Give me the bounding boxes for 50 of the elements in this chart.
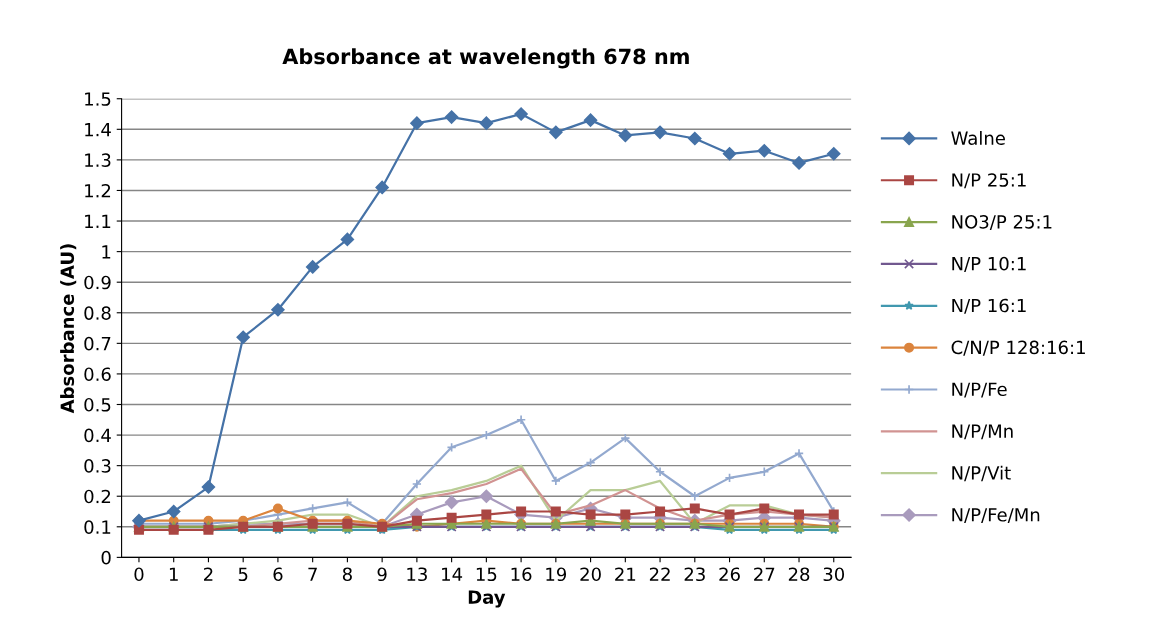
y-tick-label: 0.1 [84,520,111,534]
x-tick-label: 15 [476,567,497,582]
y-tick-label: 0.3 [84,459,111,473]
legend-label: N/P/Fe/Mn [952,508,1040,524]
x-tick-label: 30 [823,567,845,582]
y-tick-label: 0.5 [84,397,111,412]
legend-label: NO3/P 25:1 [952,215,1052,231]
y-tick-label: 0.2 [84,489,111,504]
x-tick-label: 19 [546,567,567,582]
legend-label: N/P 16:1 [952,298,1026,314]
x-tick-label: 2 [204,567,213,581]
chart-title: Absorbance at wavelength 678 nm [282,48,689,69]
x-tick-label: 22 [649,567,670,581]
x-tick-label: 7 [308,567,317,581]
x-tick-label: 13 [407,567,427,582]
legend-label: N/P/Fe [952,382,1007,398]
x-tick-label: 27 [754,567,775,581]
y-tick-label: 0.6 [84,367,111,382]
x-tick-label: 16 [511,567,532,582]
y-tick-label: 1.4 [85,123,111,137]
x-tick-label: 20 [580,567,601,582]
x-tick-label: 14 [442,567,463,581]
y-tick-label: 0 [101,550,111,565]
legend-label: N/P 10:1 [952,256,1026,272]
y-tick-label: 0.7 [84,336,111,351]
legend-label: N/P 25:1 [952,173,1026,189]
x-tick-label: 9 [377,567,387,582]
y-tick-label: 1.2 [85,183,111,198]
legend-label: Walne [951,131,1005,145]
x-tick-label: 28 [788,567,810,582]
x-tick-label: 23 [684,567,705,582]
y-tick-label: 1 [102,245,111,259]
x-tick-label: 5 [238,567,248,582]
legend-label: N/P/Vit [952,465,1011,482]
x-tick-label: 0 [134,567,144,582]
y-tick-label: 0.8 [84,306,111,320]
x-tick-label: 6 [273,567,283,582]
x-tick-label: 8 [342,567,352,582]
legend-label: N/P/Mn [952,424,1013,440]
y-tick-label: 1.1 [85,214,111,228]
y-tick-label: 1.3 [85,153,111,167]
y-tick-label: 0.4 [84,428,111,443]
x-tick-label: 26 [719,567,740,582]
x-tick-label: 21 [615,567,636,581]
x-tick-label: 1 [169,567,178,581]
y-tick-label: 1.5 [85,92,111,106]
legend-label: C/N/P 128:16:1 [951,340,1085,356]
x-axis-title: Day [468,590,506,608]
y-tick-label: 0.9 [84,275,111,290]
y-axis-title: Absorbance (AU) [60,244,77,414]
